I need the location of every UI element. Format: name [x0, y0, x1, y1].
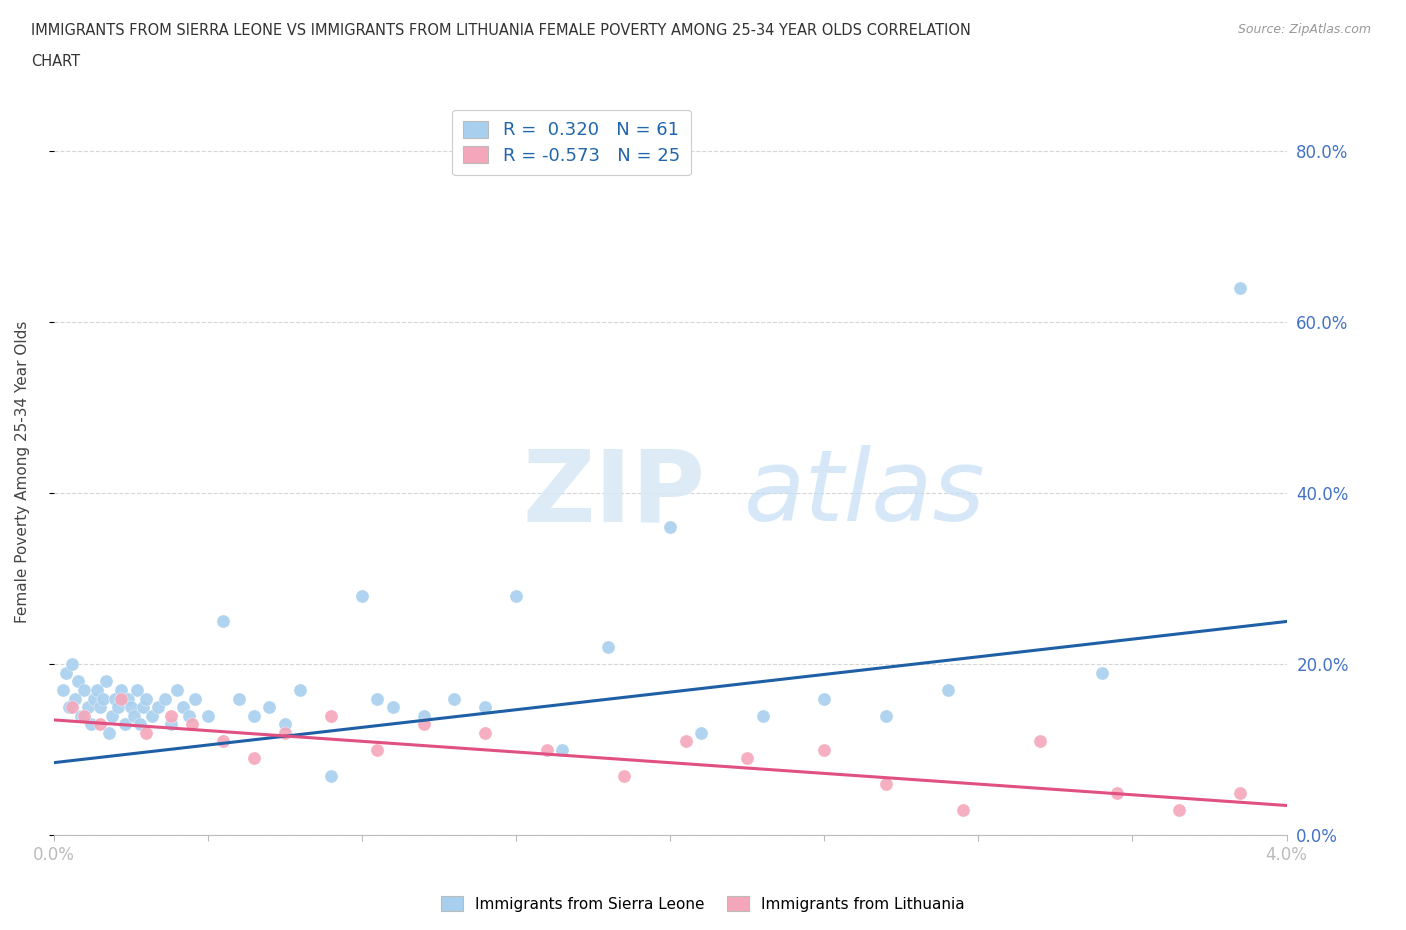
Point	[120, 699, 142, 714]
Point	[52, 683, 75, 698]
Y-axis label: Female Poverty Among 25-34 Year Olds: Female Poverty Among 25-34 Year Olds	[15, 321, 30, 623]
Point	[536, 742, 558, 757]
Point	[259, 699, 281, 714]
Point	[60, 657, 83, 671]
Point	[110, 683, 132, 698]
Point	[474, 699, 496, 714]
Point	[243, 708, 266, 723]
Point	[1229, 785, 1251, 800]
Point	[184, 691, 207, 706]
Point	[73, 683, 96, 698]
Point	[366, 742, 388, 757]
Point	[1229, 280, 1251, 295]
Point	[172, 699, 194, 714]
Point	[443, 691, 465, 706]
Point	[952, 803, 974, 817]
Text: CHART: CHART	[31, 54, 80, 69]
Point	[274, 725, 297, 740]
Point	[89, 699, 111, 714]
Point	[274, 717, 297, 732]
Point	[76, 699, 98, 714]
Point	[101, 708, 124, 723]
Text: ZIP: ZIP	[522, 445, 704, 542]
Point	[70, 708, 93, 723]
Point	[936, 683, 959, 698]
Text: IMMIGRANTS FROM SIERRA LEONE VS IMMIGRANTS FROM LITHUANIA FEMALE POVERTY AMONG 2: IMMIGRANTS FROM SIERRA LEONE VS IMMIGRAN…	[31, 23, 970, 38]
Point	[159, 708, 181, 723]
Point	[412, 708, 434, 723]
Legend: R =  0.320   N = 61, R = -0.573   N = 25: R = 0.320 N = 61, R = -0.573 N = 25	[453, 110, 690, 176]
Point	[159, 717, 181, 732]
Point	[141, 708, 163, 723]
Point	[89, 717, 111, 732]
Point	[875, 708, 897, 723]
Point	[690, 725, 713, 740]
Point	[67, 674, 90, 689]
Point	[598, 640, 620, 655]
Point	[129, 717, 152, 732]
Point	[132, 699, 155, 714]
Point	[212, 614, 235, 629]
Point	[1167, 803, 1189, 817]
Text: Source: ZipAtlas.com: Source: ZipAtlas.com	[1237, 23, 1371, 36]
Point	[79, 717, 101, 732]
Point	[83, 691, 105, 706]
Point	[412, 717, 434, 732]
Point	[366, 691, 388, 706]
Point	[875, 777, 897, 791]
Point	[91, 691, 114, 706]
Point	[505, 589, 527, 604]
Point	[135, 725, 157, 740]
Point	[122, 708, 145, 723]
Point	[659, 520, 682, 535]
Point	[813, 691, 835, 706]
Point	[86, 683, 108, 698]
Point	[243, 751, 266, 765]
Point	[551, 742, 574, 757]
Point	[125, 683, 148, 698]
Point	[104, 691, 127, 706]
Point	[153, 691, 176, 706]
Point	[63, 691, 86, 706]
Point	[148, 699, 170, 714]
Point	[94, 674, 117, 689]
Point	[751, 708, 773, 723]
Point	[114, 717, 136, 732]
Point	[58, 699, 80, 714]
Point	[107, 699, 129, 714]
Point	[290, 683, 312, 698]
Point	[98, 725, 121, 740]
Point	[135, 691, 157, 706]
Point	[1105, 785, 1128, 800]
Point	[613, 768, 636, 783]
Point	[228, 691, 250, 706]
Point	[60, 699, 83, 714]
Point	[319, 708, 342, 723]
Point	[117, 691, 139, 706]
Point	[735, 751, 758, 765]
Point	[675, 734, 697, 749]
Point	[1029, 734, 1052, 749]
Point	[319, 768, 342, 783]
Point	[110, 691, 132, 706]
Point	[474, 725, 496, 740]
Legend: Immigrants from Sierra Leone, Immigrants from Lithuania: Immigrants from Sierra Leone, Immigrants…	[436, 890, 970, 918]
Point	[197, 708, 219, 723]
Point	[55, 665, 77, 680]
Text: atlas: atlas	[744, 445, 986, 542]
Point	[179, 708, 201, 723]
Point	[181, 717, 204, 732]
Point	[813, 742, 835, 757]
Point	[381, 699, 404, 714]
Point	[350, 589, 373, 604]
Point	[73, 708, 96, 723]
Point	[1091, 665, 1114, 680]
Point	[166, 683, 188, 698]
Point	[212, 734, 235, 749]
